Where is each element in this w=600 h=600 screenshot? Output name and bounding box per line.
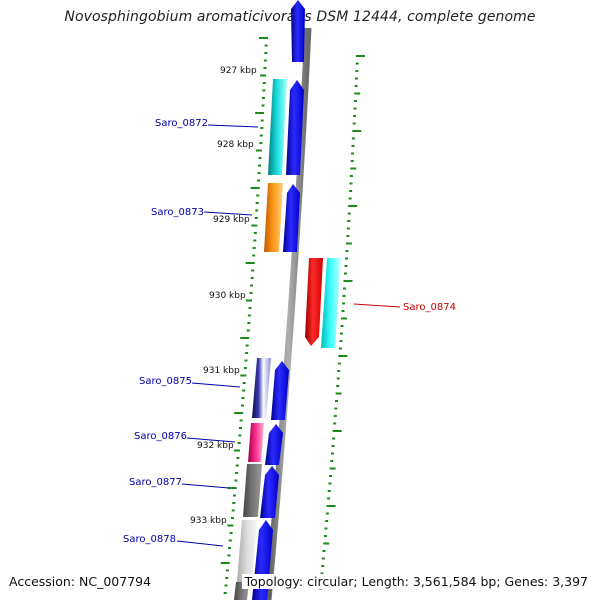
kbp-labels: 927 kbp 928 kbp 929 kbp 930 kbp 931 kbp … xyxy=(190,66,257,526)
gene-saro-0872[interactable]: Saro_0872 xyxy=(155,79,304,175)
cds-arrow[interactable] xyxy=(265,424,283,465)
gene-saro-0873[interactable]: Saro_0873 xyxy=(151,183,300,252)
kbp-label-927: 927 kbp xyxy=(220,66,257,76)
genome-backbone xyxy=(264,27,312,600)
gene-leader-line xyxy=(203,211,253,216)
gene-leader-line xyxy=(176,540,224,547)
gene-label[interactable]: Saro_0873 xyxy=(151,207,204,218)
gene-label[interactable]: Saro_0875 xyxy=(139,376,192,387)
gene-saro-0874[interactable]: Saro_0874 xyxy=(305,258,456,348)
gene-saro-0877[interactable]: Saro_0877 xyxy=(129,464,279,518)
kbp-label-930: 930 kbp xyxy=(209,291,246,301)
cds-arrow[interactable] xyxy=(271,361,289,420)
protein-domain-block[interactable] xyxy=(268,79,287,175)
protein-domain-block[interactable] xyxy=(321,258,341,348)
gene-label[interactable]: Saro_0872 xyxy=(155,118,208,129)
gene-label[interactable]: Saro_0874 xyxy=(403,302,456,313)
gene-arrow-partial-top[interactable] xyxy=(291,0,305,62)
genome-stats-text: Topology: circular; Length: 3,561,584 bp… xyxy=(241,574,591,589)
gene-leader-line xyxy=(207,124,259,128)
cds-arrow[interactable] xyxy=(286,80,304,175)
kbp-label-933: 933 kbp xyxy=(190,516,227,526)
accession-text: Accession: NC_007794 xyxy=(9,574,152,589)
protein-domain-block[interactable] xyxy=(243,464,262,517)
gene-label[interactable]: Saro_0876 xyxy=(134,431,187,442)
kbp-label-931: 931 kbp xyxy=(203,366,240,376)
kbp-label-928: 928 kbp xyxy=(217,140,254,150)
cds-arrow[interactable] xyxy=(260,466,279,518)
protein-domain-block[interactable] xyxy=(252,358,271,418)
gene-label[interactable]: Saro_0877 xyxy=(129,477,182,488)
gene-leader-line xyxy=(191,382,241,388)
cds-arrow[interactable] xyxy=(305,258,323,346)
kbp-label-932: 932 kbp xyxy=(197,441,234,451)
protein-domain-block[interactable] xyxy=(248,423,264,462)
kbp-label-929: 929 kbp xyxy=(213,215,250,225)
gene-saro-0875[interactable]: Saro_0875 xyxy=(139,358,289,420)
cds-arrow[interactable] xyxy=(283,184,300,252)
gene-label[interactable]: Saro_0878 xyxy=(123,534,176,545)
gene-leader-line xyxy=(186,437,236,443)
protein-domain-block[interactable] xyxy=(237,520,257,582)
gene-leader-line xyxy=(181,483,230,489)
protein-domain-block[interactable] xyxy=(264,183,283,252)
gene-leader-line xyxy=(353,303,401,308)
gene-saro-0876[interactable]: Saro_0876 xyxy=(134,423,283,465)
